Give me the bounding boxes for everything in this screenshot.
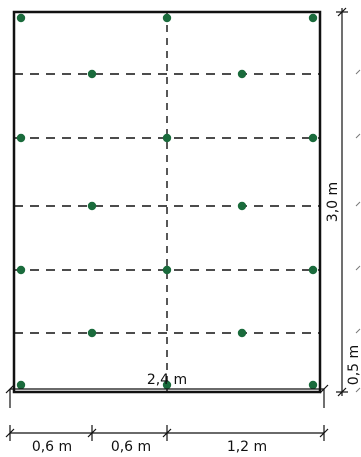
plant-dot — [16, 380, 26, 390]
plant-dot — [308, 133, 318, 143]
segment-1-label: 0,6 m — [32, 439, 72, 455]
plant-dot — [237, 69, 247, 79]
plant-dot — [308, 380, 318, 390]
plant-dot — [237, 328, 247, 338]
plant-dot — [87, 201, 97, 211]
plant-dot — [308, 265, 318, 275]
plant-dot — [16, 13, 26, 23]
plant-dot — [87, 69, 97, 79]
plant-dot — [162, 133, 172, 143]
segment-3-label: 1,2 m — [227, 439, 267, 455]
height-dimension — [336, 7, 348, 397]
plant-dot — [87, 328, 97, 338]
plant-dot — [308, 13, 318, 23]
total-width-dimension — [5, 384, 329, 408]
bottom-spacing-label: 0,5 m — [346, 345, 361, 385]
plant-dot — [162, 13, 172, 23]
height-label: 3,0 m — [325, 182, 341, 222]
row-spacing-ticks — [355, 69, 361, 393]
plant-dot — [162, 380, 172, 390]
total-width-label: 2,4 m — [147, 372, 187, 388]
plant-dot — [162, 265, 172, 275]
plant-dots — [16, 13, 318, 390]
plant-dot — [16, 265, 26, 275]
segment-dimension — [5, 425, 329, 441]
plant-dot — [16, 133, 26, 143]
plant-dot — [237, 201, 247, 211]
segment-2-label: 0,6 m — [111, 439, 151, 455]
